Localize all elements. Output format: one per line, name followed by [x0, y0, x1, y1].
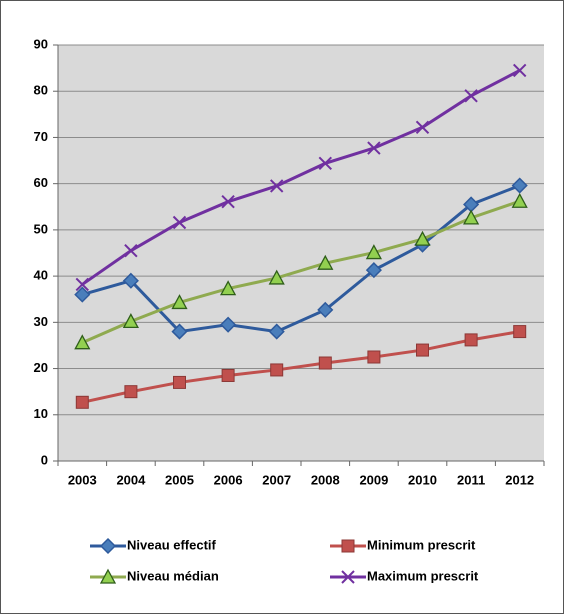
- legend-marker: [341, 570, 355, 584]
- y-tick-label: 30: [34, 314, 48, 329]
- series-line: [81, 330, 520, 404]
- y-tick-label: 50: [34, 221, 48, 236]
- marker: [171, 323, 188, 340]
- marker: [122, 272, 139, 289]
- y-tick-label: 80: [34, 83, 48, 98]
- marker: [220, 280, 237, 296]
- x-tick-label: 2010: [408, 472, 437, 487]
- marker: [464, 333, 478, 347]
- y-tick-label: 90: [34, 36, 48, 51]
- marker: [512, 63, 527, 78]
- marker: [464, 89, 478, 103]
- marker: [365, 244, 382, 260]
- marker: [122, 313, 139, 329]
- marker: [511, 192, 528, 208]
- x-tick-label: 2009: [359, 472, 388, 487]
- y-tick-label: 20: [34, 360, 48, 375]
- marker: [415, 120, 430, 134]
- marker: [268, 323, 285, 340]
- plot-area: [58, 45, 544, 461]
- legend-marker: [99, 537, 117, 555]
- marker: [75, 395, 89, 409]
- y-tick-label: 0: [41, 452, 48, 467]
- marker: [317, 301, 334, 318]
- x-tick-label: 2007: [262, 472, 291, 487]
- marker: [220, 316, 237, 333]
- legend-marker: [341, 539, 355, 553]
- marker: [414, 230, 431, 246]
- legend-label: Niveau effectif: [127, 537, 217, 552]
- x-tick-label: 2006: [214, 472, 243, 487]
- x-tick-label: 2005: [165, 472, 194, 487]
- y-tick-label: 10: [34, 406, 48, 421]
- marker: [318, 156, 333, 171]
- marker: [124, 243, 138, 258]
- legend-label: Minimum prescrit: [367, 537, 476, 552]
- x-tick-label: 2004: [116, 472, 146, 487]
- marker: [221, 194, 235, 209]
- y-tick-label: 60: [34, 175, 48, 190]
- marker: [270, 363, 284, 377]
- marker: [318, 356, 332, 370]
- marker: [463, 209, 480, 225]
- marker: [365, 262, 382, 279]
- legend-marker: [99, 568, 117, 584]
- marker: [124, 385, 138, 399]
- marker: [416, 343, 429, 357]
- series-line: [81, 69, 521, 286]
- x-tick-label: 2011: [457, 472, 485, 487]
- x-tick-label: 2008: [311, 472, 340, 487]
- marker: [74, 334, 91, 350]
- y-tick-label: 70: [34, 129, 48, 144]
- marker: [367, 350, 381, 364]
- legend-label: Maximum prescrit: [367, 568, 479, 583]
- marker: [317, 254, 334, 270]
- marker: [75, 277, 90, 292]
- marker: [367, 141, 381, 155]
- series-line: [81, 199, 521, 345]
- marker: [171, 294, 188, 310]
- marker: [513, 325, 527, 339]
- marker: [269, 179, 284, 193]
- y-tick-label: 40: [34, 268, 48, 283]
- marker: [511, 177, 528, 194]
- marker: [221, 368, 235, 382]
- marker: [173, 375, 186, 389]
- series-line: [81, 184, 521, 334]
- marker: [268, 269, 285, 285]
- marker: [74, 286, 91, 303]
- x-tick-label: 2003: [68, 472, 97, 487]
- marker: [172, 215, 187, 230]
- x-tick-label: 2012: [505, 472, 534, 487]
- legend-label: Niveau médian: [127, 568, 219, 583]
